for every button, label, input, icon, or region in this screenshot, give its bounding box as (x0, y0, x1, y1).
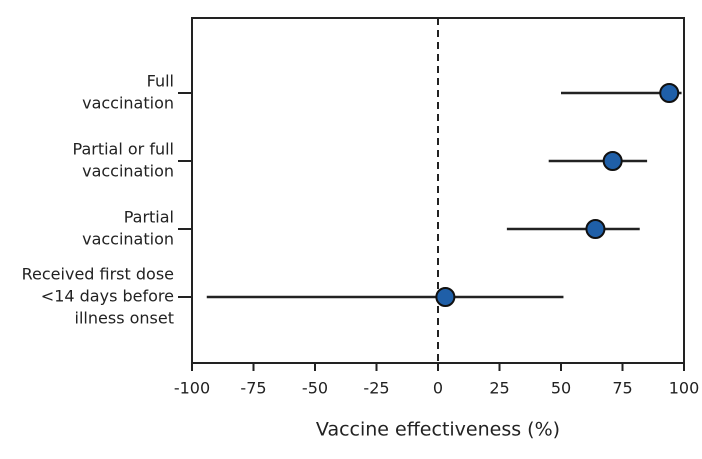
point-estimate (659, 83, 680, 103)
y-tick-label: <14 days before (41, 287, 174, 306)
x-tick-label: 0 (433, 379, 443, 398)
x-tick-label: -50 (302, 379, 328, 398)
point-estimate (585, 219, 606, 239)
x-tick-label: -25 (363, 379, 389, 398)
x-tick-label: 25 (489, 379, 509, 398)
y-tick-label: Partial or full (73, 140, 174, 159)
y-tick-label: Received first dose (22, 265, 174, 284)
x-tick-label: -100 (174, 379, 210, 398)
x-tick-label: 100 (669, 379, 700, 398)
y-tick-label: vaccination (82, 230, 174, 249)
point-estimate (602, 151, 623, 171)
x-tick-label: 50 (551, 379, 571, 398)
y-tick-label: Partial (124, 208, 174, 227)
y-tick-label: vaccination (82, 94, 174, 113)
x-tick-label: 75 (612, 379, 632, 398)
y-tick-label: illness onset (75, 309, 174, 328)
x-axis-title: Vaccine effectiveness (%) (316, 419, 560, 441)
y-tick-label: vaccination (82, 162, 174, 181)
point-estimate (435, 287, 456, 307)
y-tick-label: Full (147, 72, 174, 91)
x-tick-label: -75 (240, 379, 266, 398)
